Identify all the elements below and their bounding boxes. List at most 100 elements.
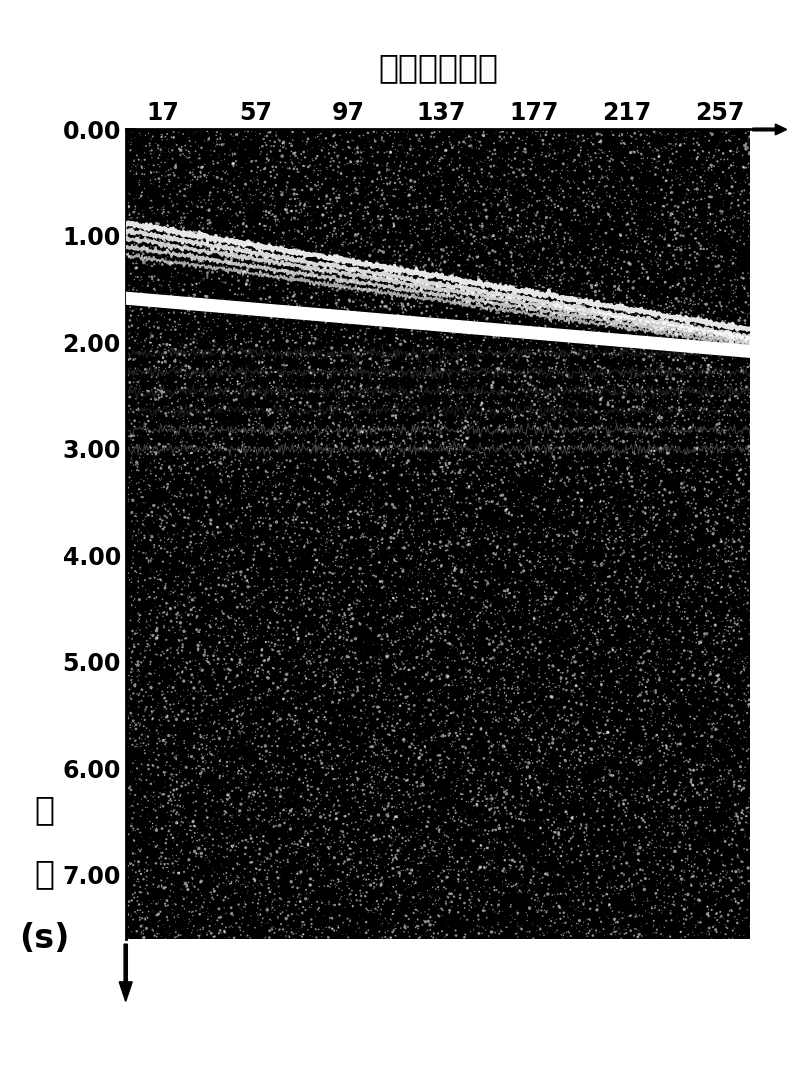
Point <box>729 343 742 360</box>
Point <box>716 206 729 223</box>
Point <box>239 570 252 587</box>
Point <box>129 324 142 341</box>
Point <box>526 267 539 284</box>
Point <box>312 284 325 301</box>
Point <box>458 346 471 364</box>
Point <box>469 752 482 769</box>
Point <box>191 640 204 657</box>
Point <box>277 357 290 374</box>
Point <box>272 602 285 619</box>
Point <box>563 273 576 290</box>
Point <box>231 760 244 777</box>
Point <box>677 474 690 491</box>
Point <box>338 305 351 323</box>
Point <box>556 281 569 298</box>
Point <box>440 894 453 912</box>
Point <box>440 869 453 886</box>
Point <box>148 599 161 616</box>
Point <box>299 683 312 700</box>
Point <box>739 579 752 597</box>
Point <box>675 263 688 281</box>
Point <box>161 216 174 233</box>
Point <box>158 129 171 147</box>
Point <box>522 387 535 405</box>
Point <box>230 447 242 464</box>
Point <box>520 384 533 401</box>
Point <box>352 265 365 283</box>
Point <box>126 597 139 614</box>
Point <box>543 230 556 247</box>
Point <box>620 642 633 659</box>
Point <box>350 232 363 249</box>
Point <box>307 344 320 361</box>
Point <box>669 167 682 185</box>
Point <box>508 792 521 809</box>
Point <box>539 520 552 537</box>
Point <box>228 582 241 599</box>
Point <box>439 626 452 643</box>
Point <box>629 482 642 500</box>
Point <box>400 465 413 482</box>
Point <box>183 870 196 887</box>
Point <box>270 502 283 519</box>
Point <box>338 853 351 871</box>
Point <box>637 135 650 152</box>
Point <box>159 249 172 267</box>
Point <box>431 593 444 611</box>
Point <box>144 611 157 628</box>
Point <box>627 161 640 178</box>
Point <box>330 438 343 455</box>
Point <box>516 132 529 149</box>
Point <box>324 555 337 572</box>
Point <box>624 633 637 651</box>
Point <box>435 496 448 514</box>
Point <box>392 309 405 326</box>
Point <box>294 874 307 891</box>
Point <box>722 907 735 925</box>
Point <box>227 242 240 259</box>
Point <box>597 769 610 787</box>
Point <box>651 438 664 455</box>
Point <box>674 716 687 734</box>
Point <box>544 463 557 480</box>
Point <box>341 397 354 414</box>
Point <box>375 789 388 806</box>
Point <box>227 798 240 816</box>
Point <box>722 543 735 560</box>
Point <box>720 818 733 835</box>
Point <box>161 679 174 696</box>
Point <box>123 778 136 795</box>
Point <box>417 889 430 906</box>
Point <box>499 210 512 228</box>
Point <box>375 292 388 310</box>
Point <box>692 822 705 839</box>
Point <box>350 226 363 243</box>
Point <box>743 344 756 361</box>
Point <box>719 534 732 551</box>
Point <box>180 484 193 502</box>
Point <box>657 213 670 230</box>
Point <box>307 764 320 781</box>
Point <box>409 155 422 173</box>
Point <box>195 199 208 216</box>
Point <box>456 576 469 593</box>
Point <box>438 502 451 519</box>
Point <box>311 148 324 165</box>
Point <box>580 209 593 227</box>
Point <box>186 215 199 232</box>
Point <box>715 708 728 725</box>
Point <box>211 640 224 657</box>
Point <box>628 548 641 565</box>
Point <box>681 764 694 781</box>
Point <box>302 719 315 736</box>
Point <box>702 923 714 940</box>
Point <box>624 901 637 918</box>
Point <box>621 569 634 586</box>
Point <box>304 533 317 550</box>
Point <box>707 704 720 721</box>
Point <box>697 875 710 892</box>
Point <box>176 663 189 680</box>
Point <box>323 791 336 808</box>
Point <box>212 561 225 578</box>
Point <box>702 486 714 503</box>
